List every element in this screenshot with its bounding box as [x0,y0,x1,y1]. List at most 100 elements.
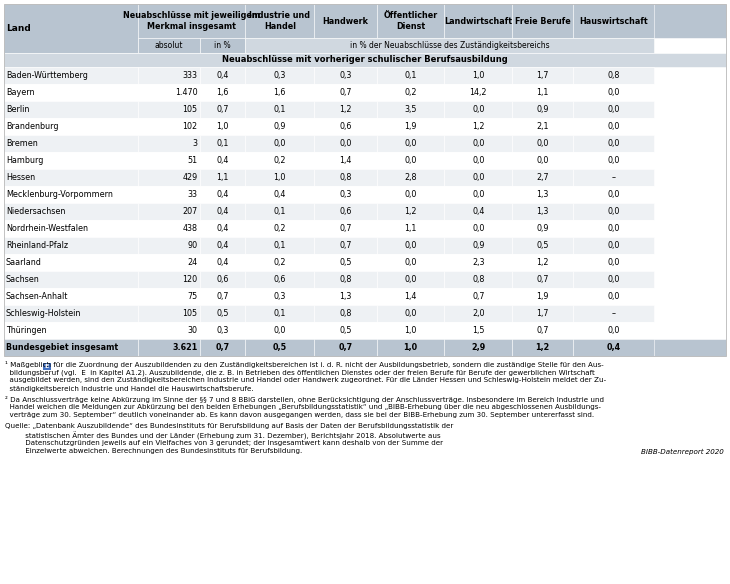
Text: Hauswirtschaft: Hauswirtschaft [579,16,648,26]
Bar [4,220,138,237]
Bar [4,271,138,288]
Bar [445,186,512,203]
Bar [4,186,138,203]
Text: 0,4: 0,4 [607,343,620,352]
Bar [512,203,573,220]
Bar [315,322,377,339]
Text: Niedersachsen: Niedersachsen [6,207,66,216]
Text: 0,1: 0,1 [404,71,417,80]
Text: Schleswig-Holstein: Schleswig-Holstein [6,309,81,318]
Text: 1,0: 1,0 [274,173,286,182]
Bar [573,271,654,288]
Text: 0,0: 0,0 [607,224,620,233]
Bar [512,339,573,356]
Bar [200,339,245,356]
Text: 1,4: 1,4 [339,156,352,165]
Bar [445,322,512,339]
Text: 0,7: 0,7 [339,88,352,97]
Text: Handel weichen die Meldungen zur Abkürzung bei den beiden Erhebungen „Berufsbild: Handel weichen die Meldungen zur Abkürzu… [5,404,601,410]
Text: 0,0: 0,0 [537,156,549,165]
Bar [138,254,200,271]
Text: 0,5: 0,5 [273,343,287,352]
Bar [512,322,573,339]
Text: 0,4: 0,4 [216,207,228,216]
Text: 75: 75 [188,292,198,301]
Bar [573,203,654,220]
Bar [315,271,377,288]
Bar [445,169,512,186]
Text: Baden-Württemberg: Baden-Württemberg [6,71,88,80]
Text: Thüringen: Thüringen [6,326,47,335]
Text: 0,7: 0,7 [339,343,353,352]
Bar [445,152,512,169]
Text: 1,6: 1,6 [216,88,228,97]
Text: 0,0: 0,0 [274,139,286,148]
Bar [315,305,377,322]
Bar [245,288,315,305]
Text: 0,9: 0,9 [537,224,549,233]
Bar [138,203,200,220]
Bar [377,169,445,186]
Text: BIBB-Datenreport 2020: BIBB-Datenreport 2020 [641,449,724,455]
Bar [512,135,573,152]
Bar [245,101,315,118]
Text: 0,0: 0,0 [404,309,417,318]
Bar [512,254,573,271]
Bar [315,118,377,135]
Bar [377,322,445,339]
Text: 1,0: 1,0 [216,122,228,131]
Bar [245,118,315,135]
Bar [4,288,138,305]
Text: Sachsen: Sachsen [6,275,39,284]
Text: 0,2: 0,2 [274,258,286,267]
Bar [200,84,245,101]
Text: 1,0: 1,0 [472,71,485,80]
Text: 0,0: 0,0 [607,258,620,267]
Bar [200,186,245,203]
Bar [445,118,512,135]
Bar [512,305,573,322]
Bar [138,169,200,186]
Bar [245,271,315,288]
Text: 1,2: 1,2 [404,207,417,216]
Text: 1,3: 1,3 [537,190,549,199]
Bar [138,288,200,305]
Bar [42,363,50,370]
Text: Datenschutzgründen jeweils auf ein Vielfaches von 3 gerundet; der Insgesamtwert : Datenschutzgründen jeweils auf ein Vielf… [5,440,443,446]
Bar [4,237,138,254]
Bar [200,67,245,84]
Bar [377,101,445,118]
Text: –: – [611,173,615,182]
Bar [4,305,138,322]
Bar [377,118,445,135]
Bar [377,254,445,271]
Bar [245,4,315,38]
Bar [200,220,245,237]
Bar [245,237,315,254]
Bar [512,288,573,305]
Text: 2,7: 2,7 [537,173,549,182]
Text: 3,5: 3,5 [404,105,417,114]
Text: Neuabschlüsse mit jeweiligem
Merkmal insgesamt: Neuabschlüsse mit jeweiligem Merkmal ins… [123,11,261,31]
Bar [445,271,512,288]
Bar [4,101,138,118]
Text: 24: 24 [188,258,198,267]
Text: 438: 438 [182,224,198,233]
Bar [377,220,445,237]
Bar [245,339,315,356]
Text: Bayern: Bayern [6,88,34,97]
Bar [573,4,654,38]
Bar [445,339,512,356]
Bar [315,186,377,203]
Text: 2,9: 2,9 [472,343,485,352]
Text: Bundesgebiet insgesamt: Bundesgebiet insgesamt [6,343,118,352]
Bar [445,305,512,322]
Text: 0,8: 0,8 [339,173,352,182]
Text: 0,0: 0,0 [404,275,417,284]
Text: 0,0: 0,0 [472,139,485,148]
Text: 0,0: 0,0 [472,224,485,233]
Bar [377,288,445,305]
Text: ständigkeitsbereich Industrie und Handel die Hauswirtschaftsberufe.: ständigkeitsbereich Industrie und Handel… [5,385,253,392]
Bar [377,152,445,169]
Text: Handwerk: Handwerk [323,16,369,26]
